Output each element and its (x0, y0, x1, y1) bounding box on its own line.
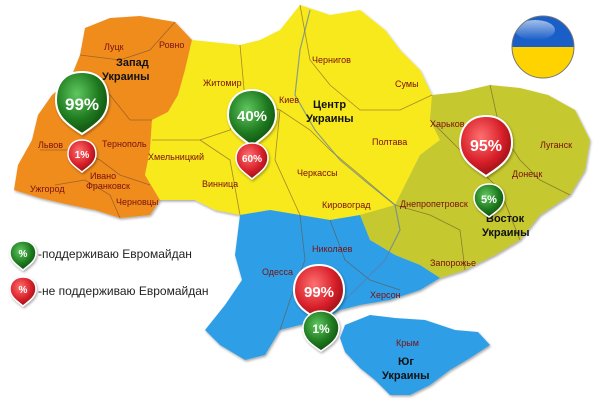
region-west-line1: Запад (116, 57, 149, 69)
region-crimea (340, 315, 490, 395)
city-cherkassy: Черкассы (297, 168, 338, 178)
city-kirovograd: Кировоград (322, 200, 371, 210)
city-nikolaev: Николаев (312, 244, 353, 254)
marker-east-support: 5% (473, 183, 505, 218)
city-uzhgorod: Ужгород (30, 184, 65, 194)
marker-south-support: 1% (302, 310, 340, 352)
legend-support-symbol: % (19, 249, 28, 260)
marker-west-support-text: 99% (65, 95, 99, 114)
city-kherson: Херсон (370, 290, 401, 300)
city-lugansk: Луганск (540, 140, 572, 150)
marker-center-oppose-text: 60% (242, 154, 262, 165)
city-ternopol: Тернополь (102, 139, 147, 149)
marker-south-support-text: 1% (312, 322, 330, 336)
city-dnepropetrovsk: Днепропетровск (400, 199, 468, 209)
region-south-line1: Юг (398, 356, 414, 368)
region-center-line2: Украины (306, 113, 354, 125)
legend-support-marker: % (9, 240, 37, 271)
city-chernigov: Чернигов (312, 55, 351, 65)
percent-markers: 99% 1% 40% 60% 95% 5% 99% (54, 70, 514, 352)
ukraine-flag-icon (512, 16, 574, 78)
marker-center-support-text: 40% (237, 108, 267, 125)
legend-oppose-text: -не поддерживаю Евромайдан (38, 284, 209, 298)
city-lvov: Львов (38, 140, 63, 150)
city-donetsk: Донецк (512, 169, 542, 179)
city-kiev: Киев (279, 95, 299, 105)
city-chernovtsy: Черновцы (116, 197, 158, 207)
marker-south-oppose: 99% (292, 263, 346, 322)
region-east-line1: Восток (486, 213, 525, 225)
city-vinnitsa: Винница (202, 179, 238, 189)
region-west-line2: Украины (102, 71, 150, 83)
legend: % -поддерживаю Евромайдан % -не поддержи… (9, 240, 209, 307)
marker-south-oppose-text: 99% (304, 284, 334, 301)
marker-east-support-text: 5% (481, 194, 497, 206)
city-ivano: Ивано (90, 171, 116, 181)
marker-east-oppose: 95% (458, 114, 514, 178)
city-labels: Луцк Ровно Львов Тернополь Ужгород Ивано… (30, 40, 572, 348)
marker-west-support: 99% (54, 70, 110, 136)
city-sumy: Сумы (395, 79, 419, 89)
region-south-line2: Украины (382, 370, 430, 382)
region-center-line1: Центр (313, 99, 346, 111)
legend-support-text: -поддерживаю Евромайдан (38, 247, 192, 261)
marker-center-oppose: 60% (235, 142, 269, 180)
dnieper-river (294, 9, 401, 301)
marker-west-oppose: 1% (67, 139, 97, 173)
city-zhitomir: Житомир (203, 78, 242, 88)
city-odessa: Одесса (262, 267, 293, 277)
region-east (360, 85, 590, 278)
city-kharkov: Харьков (430, 119, 465, 129)
legend-oppose-symbol: % (19, 285, 28, 296)
city-krym: Крым (396, 338, 419, 348)
city-rovno: Ровно (159, 40, 184, 50)
region-east-line2: Украины (482, 227, 530, 239)
city-frankovsk: Франковск (86, 181, 130, 191)
legend-oppose-marker: % (9, 276, 37, 307)
marker-east-oppose-text: 95% (470, 138, 502, 155)
marker-center-support: 40% (226, 88, 278, 148)
region-labels: Запад Украины Центр Украины Восток Украи… (102, 57, 530, 382)
marker-west-oppose-text: 1% (75, 150, 90, 161)
city-lutsk: Луцк (104, 42, 124, 52)
city-khmelnitsky: Хмельницкий (148, 152, 204, 162)
city-zaporozhye: Запорожье (430, 258, 476, 268)
city-poltava: Полтава (372, 137, 407, 147)
region-center (145, 5, 440, 220)
